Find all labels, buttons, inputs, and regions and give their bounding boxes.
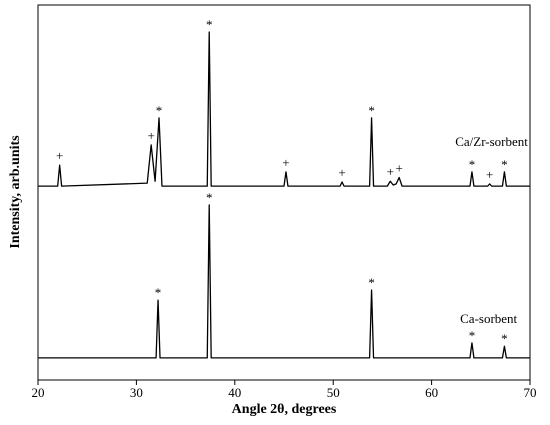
x-tick-label: 60 xyxy=(425,385,438,400)
peak-marker: * xyxy=(155,285,162,300)
peak-marker: + xyxy=(387,164,394,179)
series-line xyxy=(38,31,530,187)
peak-marker: * xyxy=(368,103,375,118)
peak-marker: * xyxy=(501,157,508,172)
peak-marker: + xyxy=(56,148,63,163)
x-tick-label: 70 xyxy=(524,385,537,400)
peak-marker: * xyxy=(206,190,213,205)
peak-marker: + xyxy=(395,160,402,175)
x-axis-title: Angle 2θ, degrees xyxy=(232,402,337,417)
peak-marker: + xyxy=(147,128,154,143)
y-axis-title: Intensity, arb.units xyxy=(8,135,23,249)
plot-frame xyxy=(37,4,531,381)
peak-marker: * xyxy=(501,331,508,346)
x-tick-label: 20 xyxy=(32,385,45,400)
x-tick-label: 40 xyxy=(228,385,241,400)
peak-marker: * xyxy=(469,328,476,343)
x-tick-label: 50 xyxy=(327,385,340,400)
peak-marker: + xyxy=(282,155,289,170)
peak-marker: * xyxy=(469,157,476,172)
peak-marker: * xyxy=(156,103,163,118)
series-label: Ca-sorbent xyxy=(460,311,517,326)
peak-marker: * xyxy=(368,275,375,290)
peak-marker: + xyxy=(338,165,345,180)
peak-marker: + xyxy=(486,167,493,182)
series-line xyxy=(38,204,530,359)
peak-marker: * xyxy=(206,17,213,32)
x-tick-label: 30 xyxy=(130,385,143,400)
series-label: Ca/Zr-sorbent xyxy=(455,134,528,149)
